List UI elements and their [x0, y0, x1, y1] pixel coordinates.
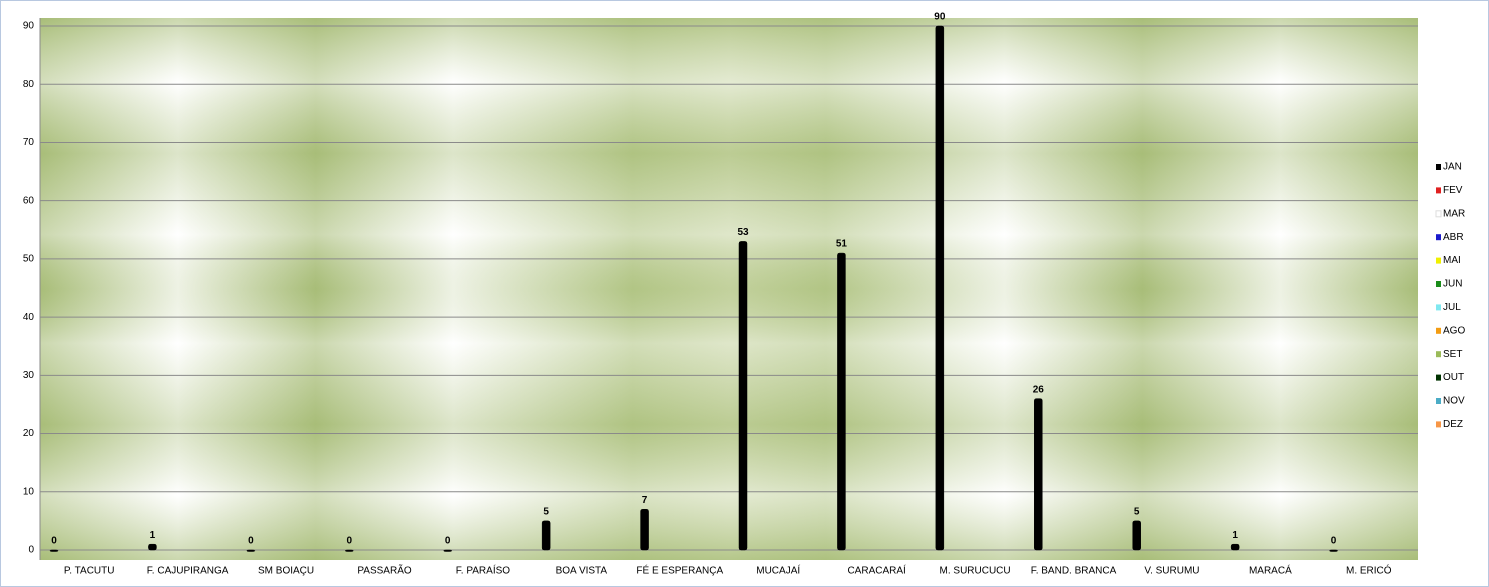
x-tick-label: SM BOIAÇU — [258, 566, 314, 577]
bar — [541, 520, 551, 551]
legend-label: NOV — [1443, 396, 1465, 407]
bar — [837, 252, 846, 551]
y-tick-label: 80 — [23, 79, 35, 90]
value-label: 5 — [1134, 507, 1140, 518]
legend-label: JUL — [1443, 302, 1461, 313]
y-tick-label: 20 — [23, 428, 35, 439]
value-label: 0 — [248, 536, 254, 547]
bar — [49, 549, 59, 552]
y-tick-label: 10 — [23, 486, 35, 497]
bar — [345, 549, 354, 552]
x-tick-label: MARACÁ — [1249, 564, 1292, 577]
legend-swatch — [1436, 351, 1441, 358]
legend-label: FEV — [1443, 185, 1463, 196]
x-tick-label: BOA VISTA — [556, 566, 608, 577]
bar — [443, 549, 452, 552]
x-tick-label: F. PARAÍSO — [456, 564, 510, 577]
y-tick-label: 0 — [28, 545, 34, 556]
bar — [1230, 543, 1240, 551]
legend-swatch — [1436, 234, 1441, 241]
y-tick-label: 40 — [23, 312, 35, 323]
y-tick-label: 70 — [23, 137, 35, 148]
bar — [246, 549, 256, 552]
y-tick-label: 30 — [23, 370, 35, 381]
legend-swatch — [1436, 398, 1441, 404]
legend-swatch — [1436, 304, 1441, 311]
value-label: 0 — [347, 536, 353, 547]
legend-label: OUT — [1443, 372, 1464, 383]
x-tick-label: FÉ E ESPERANÇA — [636, 564, 723, 577]
legend-swatch — [1436, 421, 1441, 428]
value-label: 1 — [150, 530, 156, 541]
x-tick-label: M. ERICÓ — [1346, 564, 1392, 577]
value-label: 5 — [543, 507, 549, 518]
value-label: 7 — [642, 495, 648, 506]
bar — [738, 241, 748, 551]
bar — [640, 508, 649, 551]
legend-label: JUN — [1443, 279, 1462, 290]
y-tick-label: 60 — [23, 195, 35, 206]
y-tick-label: 90 — [23, 21, 35, 32]
legend-label: JAN — [1443, 162, 1462, 173]
value-label: 1 — [1232, 530, 1238, 541]
value-label: 0 — [1331, 536, 1337, 547]
x-tick-label: MUCAJAÍ — [756, 564, 800, 577]
legend-swatch — [1435, 210, 1442, 218]
legend-swatch — [1436, 187, 1441, 194]
x-tick-label: P. TACUTU — [64, 566, 115, 577]
y-tick-label: 50 — [23, 254, 35, 265]
legend-swatch — [1436, 374, 1441, 381]
value-label: 0 — [51, 536, 57, 547]
plot-background-overlay — [40, 18, 1418, 560]
legend-swatch — [1436, 281, 1441, 287]
x-tick-label: V. SURUMU — [1144, 566, 1199, 577]
bar — [1329, 549, 1338, 552]
x-tick-label: CARACARAÍ — [847, 564, 906, 577]
legend-label: MAR — [1443, 208, 1465, 219]
bar — [1034, 398, 1043, 551]
legend-swatch — [1436, 257, 1441, 264]
legend-label: SET — [1443, 349, 1462, 360]
x-tick-label: M. SURUCUCU — [940, 566, 1011, 577]
legend-label: ABR — [1443, 232, 1464, 243]
bar — [1132, 520, 1141, 551]
legend-swatch — [1436, 164, 1441, 170]
value-label: 90 — [934, 12, 946, 23]
value-label: 26 — [1033, 384, 1045, 395]
legend-label: AGO — [1443, 325, 1465, 336]
x-tick-label: PASSARÃO — [357, 564, 411, 577]
legend-label: MAI — [1443, 255, 1461, 266]
bar — [935, 25, 945, 551]
value-label: 51 — [836, 239, 848, 250]
value-label: 53 — [737, 227, 749, 238]
value-label: 0 — [445, 536, 451, 547]
bar — [148, 543, 157, 551]
legend-swatch — [1436, 327, 1441, 334]
legend-label: DEZ — [1443, 419, 1463, 430]
x-tick-label: F. CAJUPIRANGA — [147, 566, 229, 577]
x-tick-label: F. BAND. BRANCA — [1031, 566, 1117, 577]
